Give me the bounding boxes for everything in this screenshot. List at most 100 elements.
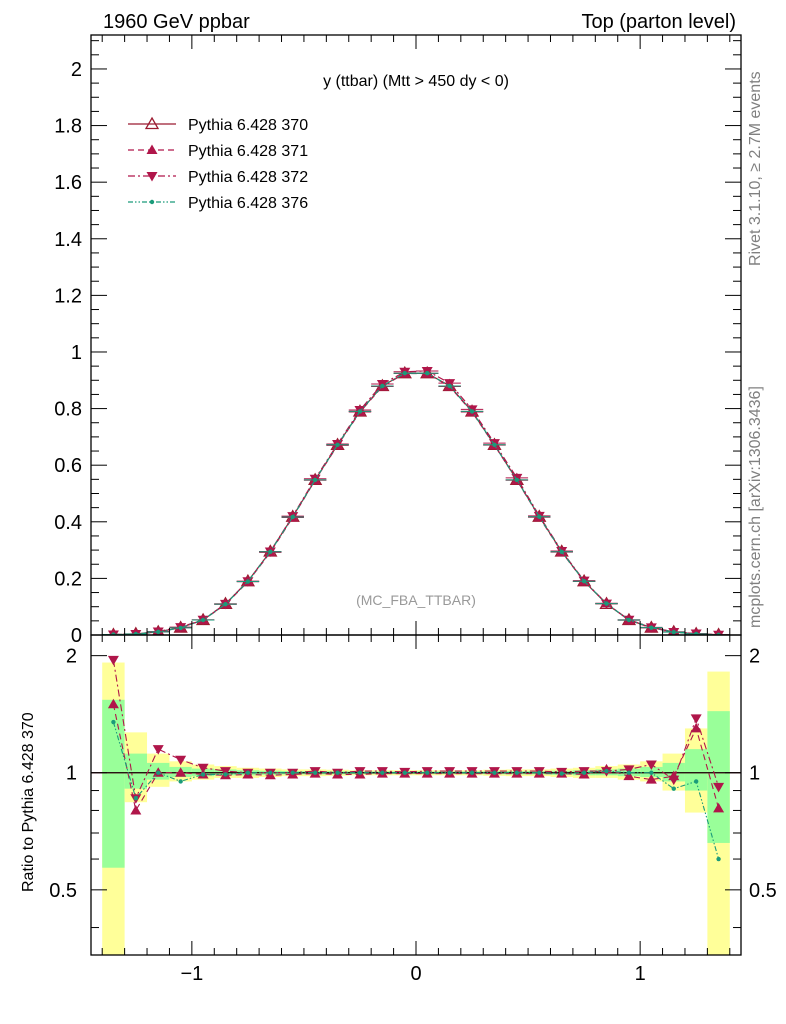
ratio-point bbox=[268, 770, 273, 775]
legend-entry[interactable]: Pythia 6.428 372 bbox=[128, 169, 308, 186]
data-point bbox=[357, 409, 363, 414]
data-point bbox=[492, 442, 497, 448]
ratio-point bbox=[107, 698, 119, 709]
data-point bbox=[626, 617, 632, 623]
ratio-point bbox=[716, 856, 721, 862]
ratio-point bbox=[175, 755, 187, 766]
data-point bbox=[156, 629, 161, 635]
header-right: Top (parton level) bbox=[581, 11, 736, 33]
ratio-point bbox=[645, 774, 657, 784]
data-point bbox=[223, 601, 228, 607]
legend-entry[interactable]: Pythia 6.428 371 bbox=[128, 143, 308, 160]
ratio-point bbox=[380, 770, 385, 775]
ratio-line bbox=[112, 659, 720, 801]
y-tick-label: 0 bbox=[71, 625, 82, 647]
ratio-point bbox=[492, 770, 497, 775]
ratio-y-tick-label: 2 bbox=[66, 646, 77, 668]
ratio-point bbox=[175, 767, 187, 777]
ratio-point bbox=[623, 765, 635, 775]
ratio-series-2 bbox=[111, 719, 721, 862]
ratio-line bbox=[112, 721, 720, 860]
x-tick-label: −1 bbox=[180, 963, 203, 985]
legend-marker bbox=[146, 172, 158, 182]
ratio-line bbox=[112, 704, 720, 812]
plot-title: y (ttbar) (Mtt > 450 dy < 0) bbox=[323, 73, 509, 90]
ratio-point bbox=[649, 770, 654, 775]
data-point bbox=[447, 383, 452, 389]
data-point bbox=[537, 514, 542, 519]
series-line bbox=[113, 372, 719, 635]
bottom-frame bbox=[90, 634, 742, 956]
ratio-ylabel: Ratio to Pythia 6.428 370 bbox=[20, 712, 37, 892]
ratio-point bbox=[425, 770, 430, 775]
data-point bbox=[559, 549, 564, 554]
ratio-point bbox=[537, 770, 542, 775]
legend-entry[interactable]: Pythia 6.428 370 bbox=[128, 116, 308, 134]
legend-label: Pythia 6.428 370 bbox=[188, 117, 308, 134]
ratio-point bbox=[626, 770, 632, 775]
y-tick-label: 1 bbox=[71, 342, 82, 364]
ratio-point bbox=[219, 767, 231, 777]
data-point bbox=[469, 409, 475, 414]
ratio-series-1 bbox=[107, 655, 725, 804]
mcplots-label: mcplots.cern.ch [arXiv:1306.3436] bbox=[747, 386, 764, 628]
ratio-point bbox=[197, 763, 209, 774]
data-point bbox=[581, 579, 587, 584]
uncertainty-band-green bbox=[102, 699, 125, 868]
ratio-point bbox=[668, 775, 680, 786]
ratio-point bbox=[604, 768, 609, 774]
data-point bbox=[178, 625, 183, 631]
ratio-y-tick-label-right: 2 bbox=[749, 646, 760, 668]
y-tick-label: 1.8 bbox=[54, 116, 82, 138]
header-left: 1960 GeV ppbar bbox=[103, 11, 250, 33]
x-tick-label: 0 bbox=[410, 963, 421, 985]
data-point bbox=[111, 632, 116, 635]
ratio-point bbox=[290, 770, 295, 775]
y-tick-label: 1.2 bbox=[54, 285, 82, 307]
ratio-point bbox=[223, 772, 228, 777]
ratio-point bbox=[107, 655, 119, 666]
ratio-point bbox=[690, 714, 702, 724]
y-tick-label: 1.4 bbox=[54, 229, 82, 251]
legend-entry[interactable]: Pythia 6.428 376 bbox=[128, 195, 308, 212]
ratio-series-0 bbox=[107, 698, 725, 815]
series-3 bbox=[102, 371, 730, 635]
ratio-point bbox=[713, 802, 725, 813]
data-point bbox=[397, 365, 412, 379]
data-point bbox=[380, 383, 385, 389]
ratio-y-tick-label-right: 1 bbox=[749, 763, 760, 785]
data-point bbox=[425, 371, 430, 376]
ratio-y-tick-label: 0.5 bbox=[49, 880, 77, 902]
ratio-point bbox=[623, 770, 635, 781]
ratio-point bbox=[671, 786, 676, 791]
uncertainty-band-green bbox=[684, 749, 708, 791]
data-point bbox=[200, 617, 206, 623]
data-point bbox=[402, 371, 407, 376]
legend-label: Pythia 6.428 376 bbox=[188, 195, 308, 212]
ratio-point bbox=[133, 796, 139, 801]
data-point bbox=[604, 601, 609, 606]
x-tick-label: 1 bbox=[635, 963, 646, 985]
legend-marker bbox=[149, 199, 155, 205]
ratio-point bbox=[156, 770, 161, 775]
ratio-point bbox=[693, 779, 699, 784]
data-point bbox=[487, 437, 502, 450]
ratio-point bbox=[200, 772, 206, 777]
uncertainty-band-green bbox=[707, 711, 730, 843]
ratio-point bbox=[581, 770, 587, 775]
legend-label: Pythia 6.428 372 bbox=[188, 169, 308, 186]
data-point bbox=[649, 625, 654, 630]
legend-marker bbox=[146, 144, 158, 154]
data-point bbox=[290, 514, 295, 520]
data-point bbox=[245, 579, 251, 584]
data-point bbox=[312, 477, 318, 483]
data-point bbox=[693, 631, 699, 635]
ratio-point bbox=[713, 782, 725, 793]
y-tick-label: 1.6 bbox=[54, 172, 82, 194]
data-point bbox=[268, 549, 273, 554]
ratio-point bbox=[402, 770, 407, 775]
ratio-point bbox=[447, 770, 452, 775]
ratio-point bbox=[645, 760, 657, 771]
ratio-point bbox=[130, 804, 142, 815]
